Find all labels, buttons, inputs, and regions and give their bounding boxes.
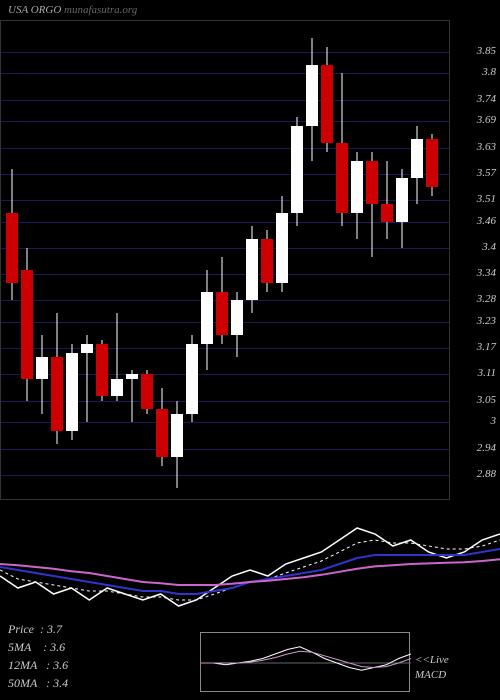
y-tick-label: 2.88 — [477, 468, 496, 480]
ticker-label: USA ORGO — [8, 4, 61, 16]
info-row: 5MA : 3.6 — [8, 638, 68, 656]
gridline — [1, 274, 449, 275]
macd-inset — [200, 632, 410, 692]
indicator-line-ma_magenta — [0, 559, 500, 585]
y-tick-label: 2.94 — [477, 442, 496, 454]
gridline — [1, 200, 449, 201]
y-tick-label: 3.63 — [477, 141, 496, 153]
y-tick-label: 3.85 — [477, 45, 496, 57]
y-tick-label: 3.74 — [477, 93, 496, 105]
y-tick-label: 3.28 — [477, 293, 496, 305]
y-tick-label: 3 — [491, 415, 497, 427]
y-axis-labels: 3.85 3.8 3.74 3.69 3.63 3.57 3.51 3.46 3.4 3.34 3.… — [450, 20, 498, 500]
indicator-panel — [0, 510, 500, 630]
gridline — [1, 475, 449, 476]
chart-header: USA ORGO munafasutra.org — [8, 4, 137, 16]
y-tick-label: 3.46 — [477, 215, 496, 227]
gridline — [1, 449, 449, 450]
y-tick-label: 3.69 — [477, 114, 496, 126]
y-tick-label: 3.4 — [482, 241, 496, 253]
source-label: munafasutra.org — [64, 4, 137, 16]
gridline — [1, 248, 449, 249]
indicator-lines — [0, 510, 500, 630]
info-panel: Price : 3.75MA : 3.612MA : 3.650MA : 3.4 — [8, 620, 68, 692]
y-tick-label: 3.23 — [477, 315, 496, 327]
gridline — [1, 100, 449, 101]
indicator-line-signal_white — [0, 528, 500, 606]
y-tick-label: 3.17 — [477, 341, 496, 353]
y-tick-label: 3.51 — [477, 193, 496, 205]
gridline — [1, 73, 449, 74]
y-tick-label: 3.11 — [478, 367, 496, 379]
gridline — [1, 348, 449, 349]
gridline — [1, 121, 449, 122]
gridline — [1, 148, 449, 149]
y-tick-label: 3.57 — [477, 167, 496, 179]
gridline — [1, 52, 449, 53]
y-tick-label: 3.05 — [477, 394, 496, 406]
candlestick-chart — [0, 20, 450, 500]
y-tick-label: 3.34 — [477, 267, 496, 279]
y-tick-label: 3.8 — [482, 66, 496, 78]
gridline — [1, 174, 449, 175]
info-row: 12MA : 3.6 — [8, 656, 68, 674]
macd-chart — [201, 633, 411, 693]
gridline — [1, 222, 449, 223]
info-row: 50MA : 3.4 — [8, 674, 68, 692]
info-row: Price : 3.7 — [8, 620, 68, 638]
macd-label: <<Live MACD — [415, 653, 449, 682]
